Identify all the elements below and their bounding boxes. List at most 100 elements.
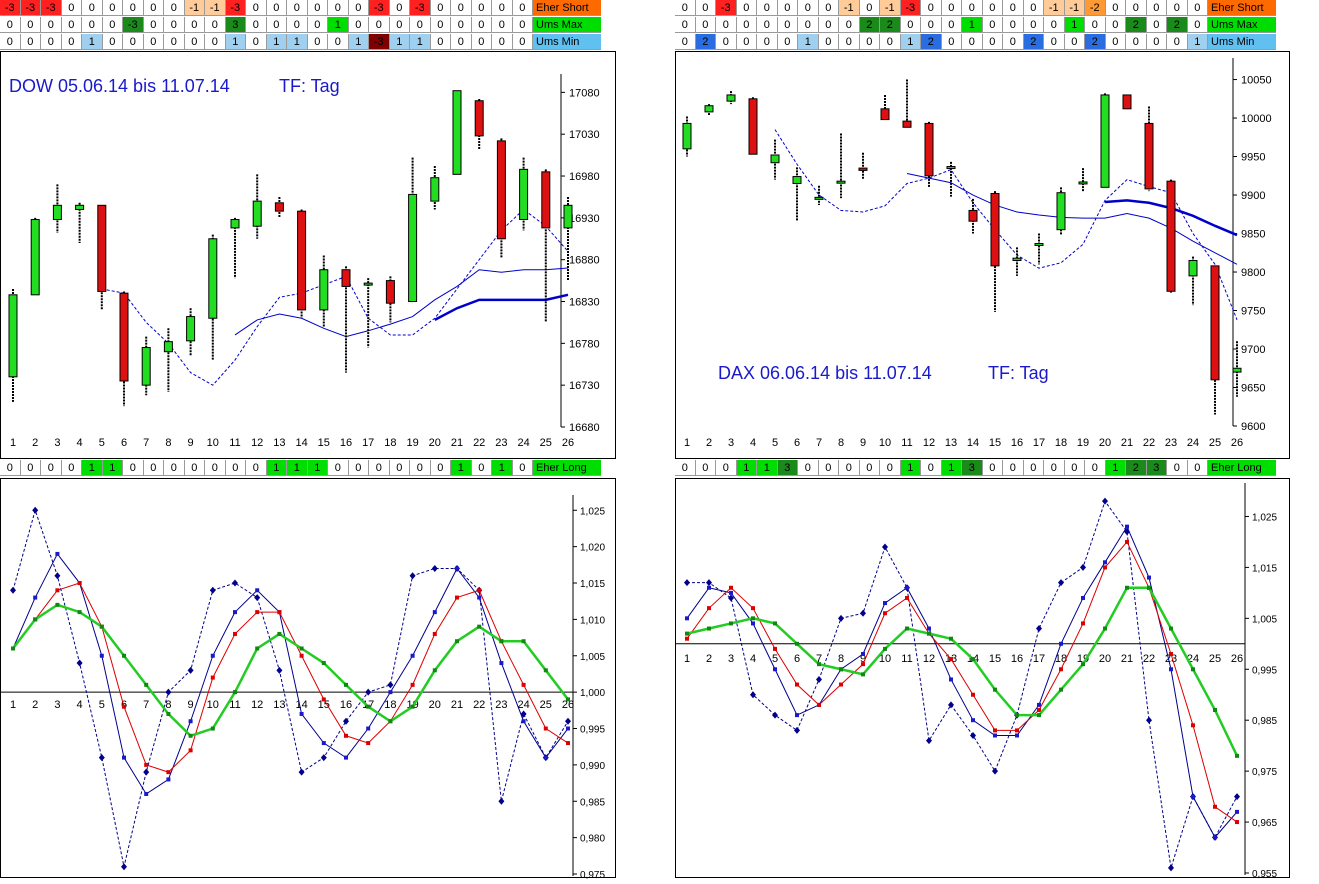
price-x-tick-label: 1 <box>10 437 16 449</box>
price-x-tick-label: 23 <box>495 437 507 449</box>
right-long-row: 0 0 0 1 1 3 0 0 0 0 0 1 0 1 3 0 0 0 0 0 0 1 2 3 0 0 Eher Long <box>675 460 1276 476</box>
left-umsmin-cell: 0 <box>143 34 164 50</box>
price-x-tick-label: 22 <box>1143 437 1155 449</box>
right-umsmin-cell: 0 <box>941 34 962 50</box>
right-short-cell: -1 <box>839 0 860 16</box>
candle-down <box>902 120 912 128</box>
price-x-tick-label: 8 <box>838 437 844 449</box>
right-umsmax-row: 0 0 0 0 0 0 0 0 0 2 2 0 0 0 1 0 0 0 0 1 0 0 2 0 2 0 Ums Max <box>675 17 1276 33</box>
osc-point <box>387 681 394 689</box>
candle-up <box>946 166 956 170</box>
price-y-tick-label: 16680 <box>569 422 600 434</box>
osc-point <box>55 602 60 607</box>
left-long-cell: 0 <box>348 460 369 476</box>
osc-point <box>121 863 127 871</box>
osc-point <box>1081 662 1085 667</box>
right-long-cell: 3 <box>1146 460 1167 476</box>
osc-y-tick-label: 0,985 <box>1252 716 1277 727</box>
dow-price-panel: 17080 17030 16980 16930 16880 16830 16780 16730… <box>0 51 616 459</box>
candle-up <box>30 219 40 296</box>
price-x-tick-label: 16 <box>340 437 352 449</box>
price-x-tick-label: 18 <box>384 437 396 449</box>
osc-point <box>1059 641 1063 646</box>
osc-point <box>751 606 755 611</box>
osc-point <box>839 667 843 672</box>
osc-point <box>861 651 865 656</box>
osc-point <box>949 677 953 682</box>
osc-point <box>255 646 260 651</box>
osc-x-tick-label: 16 <box>340 699 352 711</box>
right-umsmax-cell: 0 <box>716 17 737 33</box>
price-y-tick-label: 10000 <box>1241 113 1272 125</box>
left-long-cell: 0 <box>512 460 533 476</box>
left-long-row: 0 0 0 0 1 1 0 0 0 0 0 0 0 1 1 1 0 0 0 0 0 0 1 0 1 0 Eher Long <box>0 460 601 476</box>
candle-down <box>968 209 978 222</box>
osc-point <box>1015 733 1019 738</box>
right-umsmin-cell: 0 <box>757 34 778 50</box>
left-short-cell: 0 <box>287 0 308 16</box>
candle-down <box>297 210 307 311</box>
right-long-cell: 0 <box>1003 460 1024 476</box>
osc-point <box>188 748 193 753</box>
right-umsmax-cell: 0 <box>839 17 860 33</box>
price-y-tick-label: 17030 <box>569 129 600 141</box>
candle-down <box>1210 265 1220 381</box>
price-y-tick-label: 9750 <box>1241 306 1265 318</box>
left-umsmax-cell: 0 <box>246 17 267 33</box>
left-umsmax-cell: 0 <box>471 17 492 33</box>
osc-x-tick-label: 11 <box>229 699 240 711</box>
left-long-cell: 0 <box>143 460 164 476</box>
left-umsmin-cell: 0 <box>102 34 123 50</box>
osc-x-tick-label: 3 <box>728 653 734 665</box>
osc-point <box>927 631 931 636</box>
price-x-tick-label: 9 <box>188 437 194 449</box>
left-umsmax-cell: 1 <box>328 17 349 33</box>
price-x-tick-label: 23 <box>1165 437 1177 449</box>
osc-point <box>1168 864 1174 872</box>
left-umsmax-cell: 0 <box>512 17 533 33</box>
left-umsmin-cell: 0 <box>246 34 267 50</box>
candle-up <box>52 204 62 221</box>
right-umsmin-cell: 0 <box>818 34 839 50</box>
candle-up <box>1034 243 1044 247</box>
left-umsmax-label: Ums Max <box>533 17 601 33</box>
right-umsmin-cell: 2 <box>1023 34 1044 50</box>
price-x-tick-label: 20 <box>429 437 441 449</box>
left-umsmin-cell: 0 <box>512 34 533 50</box>
osc-point <box>366 726 371 731</box>
right-umsmin-cell: 0 <box>716 34 737 50</box>
right-umsmin-label: Ums Min <box>1208 34 1276 50</box>
osc-point <box>320 754 327 762</box>
price-y-tick-label: 9600 <box>1241 421 1265 433</box>
right-short-cell: 0 <box>859 0 880 16</box>
dax-price-panel: 10050 10000 9950 9900 9850 9800 9750 9700 9650 96… <box>675 51 1290 459</box>
left-long-cell: 0 <box>389 460 410 476</box>
price-x-tick-label: 26 <box>562 437 574 449</box>
osc-point <box>98 754 105 762</box>
right-long-cell: 3 <box>777 460 798 476</box>
price-x-tick-label: 20 <box>1099 437 1111 449</box>
osc-point <box>498 797 505 805</box>
right-long-cell: 2 <box>1126 460 1147 476</box>
osc-point <box>11 646 15 651</box>
left-umsmax-cell: 0 <box>61 17 82 33</box>
osc-y-tick-label: 0,955 <box>1252 869 1277 879</box>
right-short-cell: 0 <box>1105 0 1126 16</box>
candle-down <box>385 280 395 304</box>
osc-point <box>455 639 459 644</box>
candle-up <box>770 154 780 164</box>
right-long-cell: 0 <box>798 460 819 476</box>
left-umsmin-cell: 0 <box>41 34 62 50</box>
price-x-tick-label: 17 <box>1033 437 1045 449</box>
osc-x-tick-label: 2 <box>32 699 38 711</box>
right-short-cell: -3 <box>900 0 921 16</box>
osc-y-tick-label: 0,965 <box>1252 818 1277 829</box>
osc-point <box>477 624 482 629</box>
right-umsmax-cell: 0 <box>1146 17 1167 33</box>
osc-point <box>455 595 459 600</box>
right-umsmax-cell: 0 <box>736 17 757 33</box>
osc-x-tick-label: 5 <box>772 653 778 665</box>
left-umsmin-cell: 1 <box>225 34 246 50</box>
osc-point <box>144 682 149 687</box>
osc-x-tick-label: 9 <box>188 699 194 711</box>
